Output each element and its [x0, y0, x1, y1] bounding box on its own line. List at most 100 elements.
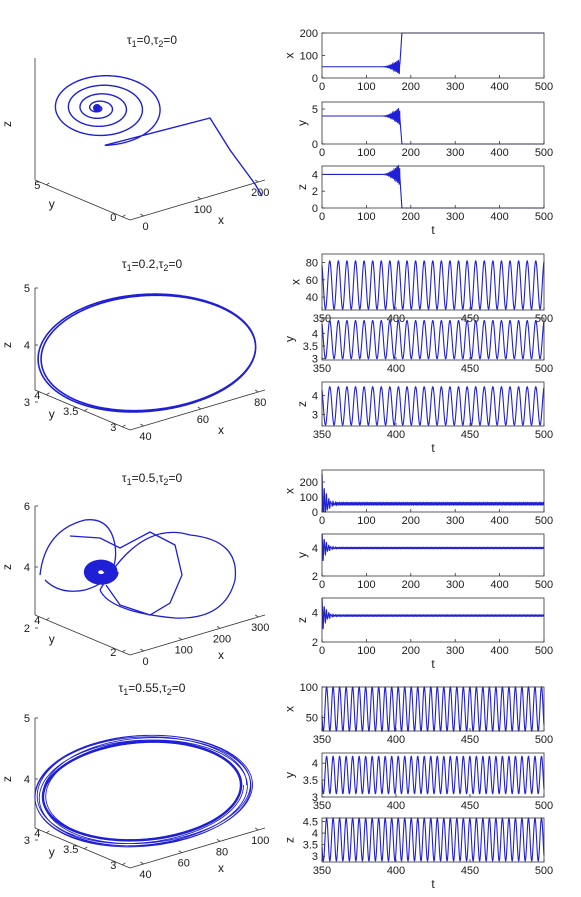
x-tick-label: 400: [387, 313, 405, 325]
z-tick-label: 4: [24, 562, 30, 574]
x-tick-label: 400: [490, 147, 508, 159]
x-tick-label: 500: [535, 579, 553, 591]
title-text: =0: [168, 257, 182, 271]
plot-frame-r4z: [321, 817, 545, 863]
y-axis-line: [34, 827, 131, 869]
y-tick-label: 200: [300, 477, 318, 489]
plot-frame-r4x: [321, 686, 545, 732]
y-axis-label: x: [289, 279, 303, 285]
y-axis-label: z: [295, 401, 309, 407]
x-axis-label: t: [431, 441, 435, 455]
y-tick-mark: [46, 830, 50, 834]
title-text: =0: [168, 471, 182, 485]
z-tick-label: 4: [24, 774, 30, 786]
x-tick-mark: [140, 213, 144, 217]
y-tick-label: 5: [34, 180, 40, 192]
y-axis-label: x: [282, 488, 296, 494]
x-axis-label: t: [431, 657, 435, 671]
series-line-r2y: [321, 319, 545, 360]
x-axis-label: x: [218, 423, 224, 437]
y-axis-label: y: [282, 336, 296, 342]
x-tick-label: 400: [387, 800, 405, 812]
series-line-r3x: [321, 473, 545, 513]
y-axis-line: [34, 389, 131, 431]
x-tick-label: 400: [387, 363, 405, 375]
series-line-r4y: [321, 755, 545, 795]
y-axis-label: y: [295, 552, 309, 558]
z-tick-label: 3: [24, 835, 30, 847]
limit-cycle-trajectory: [37, 293, 257, 413]
transient-trajectory: [69, 531, 183, 616]
subscript: 1: [127, 263, 132, 273]
y-tick-label: 50: [306, 713, 318, 725]
series-line-r2z: [321, 386, 545, 426]
y-tick-label: 4: [34, 615, 40, 627]
x-tick-label: 100: [357, 515, 375, 527]
y-axis-label: y: [49, 197, 55, 211]
panel-r2y: 350 400 450 500 33.54 y: [282, 317, 553, 375]
equilibrium-point: [93, 104, 101, 112]
y-axis-label: y: [49, 407, 55, 421]
y-tick-label: 0: [110, 212, 116, 224]
tau-symbol: τ: [122, 471, 127, 485]
y-tick-label: 0: [312, 507, 318, 519]
x-tick-mark: [140, 423, 144, 427]
y-axis-label: y: [295, 120, 309, 126]
x-axis-line: [129, 389, 266, 431]
x-tick-label: 100: [194, 204, 212, 216]
z-tick-label: 6: [24, 501, 30, 513]
y-tick-mark: [46, 182, 50, 186]
subplot-title: τ1=0,τ2=0: [127, 33, 178, 49]
subscript: 1: [132, 39, 137, 49]
subplot-title: τ1=0.55,τ2=0: [119, 681, 186, 697]
series-line-r4x: [321, 686, 545, 732]
x-tick-label: 500: [535, 645, 553, 657]
y-axis-label: z: [282, 837, 296, 843]
x-tick-label: 350: [313, 865, 331, 877]
z-axis-label: z: [0, 776, 14, 782]
x-tick-label: 450: [461, 800, 479, 812]
transient-loop: [99, 531, 237, 619]
x-tick-mark: [255, 827, 259, 831]
y-tick-label: 200: [300, 28, 318, 40]
x-tick-label: 500: [535, 865, 553, 877]
subscript: 1: [127, 477, 132, 487]
panel-r1y: 0 100 200 300 400 500 0 5y: [295, 101, 553, 159]
x-tick-label: 300: [446, 211, 464, 223]
y-tick-label: 2: [110, 647, 116, 659]
x-tick-mark: [197, 196, 202, 200]
y-axis-label: y: [49, 632, 55, 646]
y-axis-label: z: [295, 617, 309, 623]
z-tick-label: 5: [24, 713, 30, 725]
panel-r1x: 0 100 200 300 400 500 0 100 200 x: [282, 28, 553, 93]
x-tick-label: 500: [535, 734, 553, 746]
x-tick-label: 450: [461, 734, 479, 746]
z-tick-label: 5: [24, 283, 30, 295]
series-line-r3y: [321, 533, 545, 562]
title-text: =0: [172, 681, 186, 695]
series-line-r1z: [322, 164, 544, 209]
x-axis-line: [129, 614, 266, 656]
plot-frame-r3y: [321, 533, 545, 577]
y-tick-label: 3: [312, 851, 318, 863]
z-axis-label: z: [0, 564, 14, 570]
y-tick-label: 4: [312, 169, 318, 181]
title-text: =0,: [137, 33, 154, 47]
z-tick-label: 3: [24, 397, 30, 409]
subplot-title: τ1=0.2,τ2=0: [122, 257, 183, 273]
y-tick-label: 80: [306, 258, 318, 270]
transient-loop: [39, 519, 117, 592]
y-tick-label: 3.5: [303, 840, 318, 852]
x-tick-label: 100: [175, 645, 193, 657]
series-line-r2x: [321, 260, 545, 310]
x-tick-label: 350: [313, 734, 331, 746]
y-tick-label: 4: [312, 828, 318, 840]
tau-symbol: τ: [119, 681, 124, 695]
y-tick-mark: [46, 392, 50, 396]
x-tick-label: 400: [387, 865, 405, 877]
